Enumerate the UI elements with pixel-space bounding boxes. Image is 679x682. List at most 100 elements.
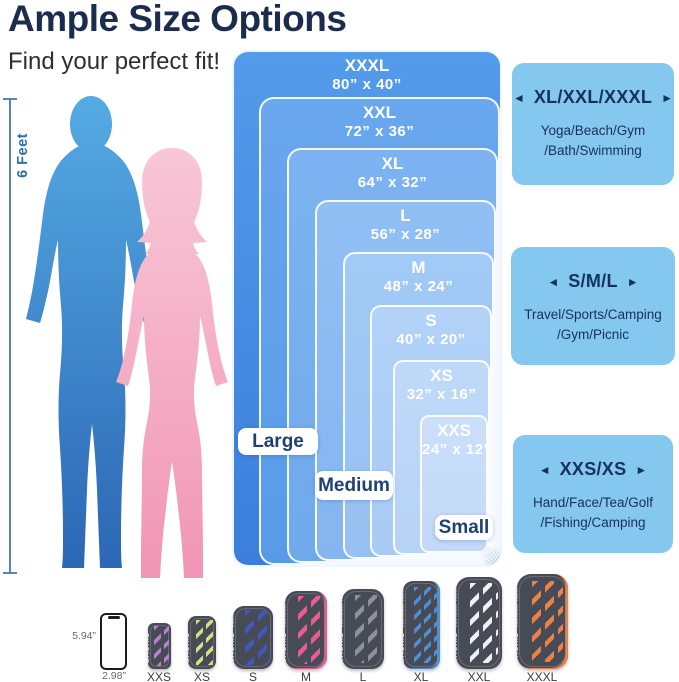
towel-brand-text: BAGAIL Microfiber Towel — [342, 589, 345, 663]
use-case-box-xl-xxl-xxxl: ◄ XL/XXL/XXXL ► Yoga/Beach/Gym /Bath/Swi… — [512, 63, 674, 185]
towel-outline — [287, 593, 325, 667]
group-label-medium: Medium — [315, 471, 393, 500]
phone-outline — [100, 613, 127, 670]
towel-brand: BAGAIL — [285, 632, 288, 663]
towel-brand-text: BAGAIL Microfiber Towel — [403, 588, 406, 663]
group-label-small: Small — [435, 515, 493, 540]
use-case-line1: Yoga/Beach/Gym — [540, 123, 646, 138]
arrow-right-icon: ► — [626, 274, 639, 289]
phone-width-label: 2.98” — [102, 670, 126, 682]
towel-xxxl: BAGAIL Microfiber Towel — [516, 574, 568, 669]
size-dims: 72” x 36” — [344, 122, 415, 140]
size-name: M — [411, 258, 426, 277]
towel-stripes — [469, 583, 499, 663]
use-case-sizes: XXS/XS — [559, 459, 627, 479]
towel-brand-text: BAGAIL Microfiber Towel — [517, 588, 520, 663]
use-case-uses: Travel/Sports/Camping /Gym/Picnic — [524, 305, 662, 344]
size-name: XXS — [436, 421, 472, 440]
height-ruler-bottom-cap — [3, 572, 17, 574]
size-rect-label: XXS 24” x 12” — [422, 421, 492, 459]
towel-size-label: XS — [193, 670, 210, 682]
size-dims: 80” x 40” — [332, 75, 402, 93]
female-silhouette — [116, 148, 228, 578]
towel-xs: BAGAIL — [188, 616, 216, 669]
towel-size-label: XXXL — [526, 670, 558, 682]
towel-stripes — [354, 594, 381, 664]
towel-brand: BAGAIL — [342, 632, 345, 663]
use-case-box-s-m-l: ◄ S/M/L ► Travel/Sports/Camping /Gym/Pic… — [511, 247, 675, 365]
towel-size-label: XXL — [467, 670, 491, 682]
size-dims: 24” x 12” — [422, 440, 492, 458]
arrow-right-icon: ► — [661, 90, 674, 105]
page-title: Ample Size Options — [8, 0, 347, 39]
towel-stripes — [245, 610, 270, 665]
size-rect-label: XS 32” x 16” — [395, 366, 488, 404]
arrow-right-icon: ► — [635, 462, 648, 477]
towel-product: Microfiber Towel — [285, 591, 288, 628]
towel-size-label: S — [248, 670, 257, 682]
use-case-uses: Yoga/Beach/Gym /Bath/Swimming — [541, 121, 646, 160]
towel-size-label: L — [359, 670, 367, 682]
towel-outline — [235, 608, 271, 667]
male-silhouette — [26, 96, 158, 568]
towel-stripes — [196, 619, 214, 666]
size-dims: 32” x 16” — [406, 385, 477, 403]
towel-m: BAGAIL Microfiber Towel — [285, 591, 327, 669]
size-rect-label: M 48” x 24” — [345, 258, 492, 296]
use-case-line1: Travel/Sports/Camping — [524, 307, 662, 322]
towel-product: Microfiber Towel — [342, 589, 345, 628]
use-case-box-xxs-xs: ◄ XXS/XS ► Hand/Face/Tea/Golf /Fishing/C… — [513, 435, 673, 553]
towel-brand: BAGAIL — [516, 632, 520, 663]
size-rect-label: XL 64” x 32” — [289, 154, 496, 192]
towel-xxl: BAGAIL Microfiber Towel — [456, 577, 502, 669]
size-name: XL — [381, 154, 404, 173]
towel-size-label: XXS — [146, 670, 171, 682]
towel-brand: BAGAIL — [188, 632, 191, 663]
towel-brand-text: BAGAIL — [188, 633, 191, 663]
towel-brand-text: BAGAIL — [148, 633, 151, 663]
towel-stripes — [413, 587, 437, 663]
use-case-uses: Hand/Face/Tea/Golf /Fishing/Camping — [533, 493, 653, 532]
towel-brand-text: BAGAIL Microfiber Towel — [285, 591, 288, 663]
towel-brand: BAGAIL — [233, 632, 236, 663]
towel-product: Microfiber Towel — [456, 587, 459, 628]
arrow-left-icon: ◄ — [512, 90, 525, 105]
towel-outline — [518, 576, 566, 667]
towel-stripes — [154, 626, 169, 666]
use-case-title: ◄ S/M/L ► — [547, 271, 638, 292]
size-dims: 64” x 32” — [357, 173, 428, 191]
arrow-left-icon: ◄ — [547, 274, 560, 289]
size-rect-label: XXXL 80” x 40” — [234, 56, 500, 94]
towel-xl: BAGAIL Microfiber Towel — [402, 581, 440, 669]
size-name: XS — [430, 366, 453, 385]
use-case-sizes: S/M/L — [568, 271, 618, 291]
towel-outline — [404, 583, 438, 667]
use-case-title: ◄ XL/XXL/XXXL ► — [513, 87, 673, 108]
towel-brand: BAGAIL — [402, 632, 406, 663]
size-dims: 40” x 20” — [396, 330, 466, 348]
height-ruler-top-cap — [3, 98, 17, 100]
use-case-line2: /Fishing/Camping — [540, 514, 646, 530]
page-subtitle: Find your perfect fit! — [8, 48, 221, 75]
use-case-title: ◄ XXS/XS ► — [539, 459, 648, 480]
use-case-line2: /Bath/Swimming — [544, 142, 642, 158]
size-dims: 56” x 28” — [370, 225, 441, 243]
towel-outline — [344, 591, 382, 667]
towel-s: BAGAIL Microfiber Towel — [233, 606, 273, 669]
use-case-line2: /Gym/Picnic — [556, 326, 629, 342]
phone-notch-icon — [107, 616, 120, 619]
towel-brand-text: BAGAIL Microfiber Towel — [456, 588, 459, 663]
arrow-left-icon: ◄ — [538, 462, 551, 477]
use-case-sizes: XL/XXL/XXXL — [533, 87, 653, 107]
towel-product: Microfiber Towel — [516, 587, 520, 628]
size-rect-label: L 56” x 28” — [317, 206, 494, 244]
towel-l: BAGAIL Microfiber Towel — [342, 589, 384, 669]
towel-xxs: BAGAIL — [147, 623, 171, 669]
size-name: XXXL — [344, 56, 390, 75]
size-name: XXL — [362, 103, 397, 122]
size-name: L — [400, 206, 411, 225]
group-label-large: Large — [238, 428, 318, 455]
towel-stripes — [531, 580, 564, 663]
height-ruler-line — [9, 99, 11, 573]
